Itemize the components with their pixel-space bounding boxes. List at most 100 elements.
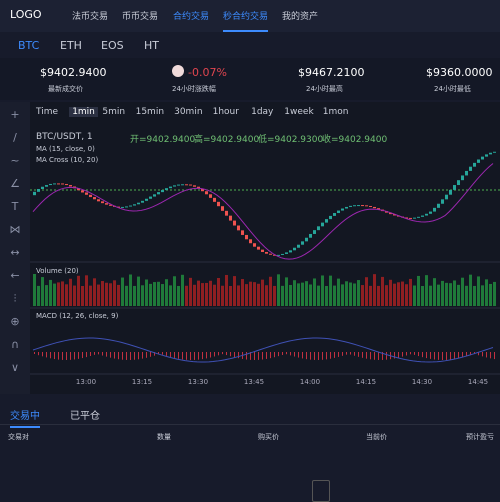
decor-candle [193,185,196,187]
chart-canvas: 13:00 13:15 13:30 13:45 14:00 14:15 14:30 14:45… [0,102,500,394]
decor-macd-line [32,337,494,363]
decor-macd [66,352,67,360]
study: Volume (20) [36,267,79,275]
ohlc: 收=9402.9400 [322,135,388,145]
decor-volume [125,285,128,306]
decor-macd [74,352,75,360]
decor-volume [445,282,448,306]
decor-candle [281,253,284,255]
decor-volume [121,277,124,306]
order-tab[interactable]: 交易中 [10,407,40,428]
decor-macd [478,352,479,356]
interval[interactable]: Time [36,107,59,117]
decor-macd [106,352,107,357]
tool-icon: ∩ [11,338,19,351]
decor-volume [165,279,168,306]
coin-tab[interactable]: EOS [101,39,124,52]
decor-candle [209,194,212,198]
coin-tab[interactable]: BTC [18,39,40,52]
decor-volume [41,277,44,306]
decor-candle [85,192,88,195]
decor-macd [450,352,451,360]
decor-candle [353,205,356,207]
tool-icon: ⊕ [10,315,19,328]
decor-candle [457,180,460,186]
decor-candle [117,206,120,208]
decor-candle [121,206,124,208]
coin-tab[interactable]: HT [144,39,159,52]
interval[interactable]: 1mon [322,107,349,117]
decor-volume [293,280,296,306]
decor-volume [433,278,436,306]
decor-volume [485,279,488,306]
nav-item[interactable]: 法币交易 [72,12,109,22]
decor-macd [386,352,387,360]
coin-tab[interactable]: ETH [60,39,82,52]
decor-macd [306,352,307,360]
interval[interactable]: 1hour [212,107,239,117]
tool-icon: ⋈ [10,223,21,236]
decor-candle [289,250,292,253]
decor-macd [90,352,91,357]
decor-macd [406,352,407,356]
decor-volume [361,285,364,306]
decor-macd [398,352,399,358]
decor-candle [433,207,436,212]
interval[interactable]: 15min [135,107,165,117]
interval[interactable]: 30min [174,107,203,117]
decor-macd [278,352,279,357]
decor-volume [325,285,328,306]
decor-candle [141,200,144,203]
decor-candle [365,205,368,207]
stat-value: -0.07% [188,66,227,79]
interval[interactable]: 1day [251,107,274,117]
decor-volume [493,281,496,306]
decor-volume [45,285,48,306]
tool-icon: ← [10,269,19,282]
nav-item[interactable]: 合约交易 [173,12,210,22]
decor-ma [32,163,494,260]
decor-macd [378,352,379,360]
decor-volume [281,285,284,306]
decor-volume [273,285,276,306]
decor-macd [454,352,455,360]
decor-volume [49,279,52,306]
nav-item[interactable]: 币币交易 [122,12,159,22]
decor-candle [441,199,444,204]
time-label: 14:45 [468,378,488,386]
interval[interactable]: 1week [284,107,314,117]
decor-macd [414,352,415,355]
interval[interactable]: 1min [69,107,98,117]
decor-volume [297,283,300,306]
decor-candle [81,190,84,193]
decor-volume [397,282,400,306]
decor-macd [38,352,39,356]
decor-candle [109,204,112,206]
decor-macd [434,352,435,360]
decor-macd [326,352,327,360]
order-tab[interactable]: 已平仓 [70,411,100,422]
decor-macd [210,352,211,358]
ohlc: 高=9402.9400 [194,135,260,145]
divider [0,424,500,425]
decor-macd [426,352,427,359]
tool-icon: T [11,200,19,213]
decor-macd [350,352,351,355]
decor-candle [173,185,176,187]
nav-item-active[interactable]: 秒合约交易 [223,9,269,32]
empty-icon [312,480,330,502]
decor-volume [85,275,88,306]
decor-candle [357,205,360,207]
decor-volume [105,282,108,306]
interval[interactable]: 5min [102,107,126,117]
decor-macd [78,352,79,359]
decor-candle [393,214,396,216]
decor-macd [354,352,355,356]
decor-candle [41,186,44,190]
decor-volume [173,276,176,306]
decor-macd [202,352,203,360]
decor-macd [230,352,231,357]
decor-macd [102,352,103,356]
decor-volume [345,281,348,306]
nav-item[interactable]: 我的资产 [282,12,319,22]
